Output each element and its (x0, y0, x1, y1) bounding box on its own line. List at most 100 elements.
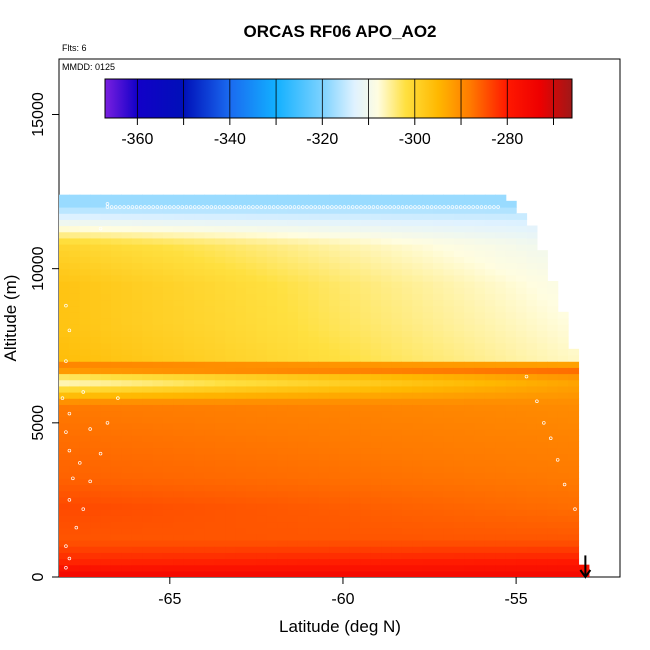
heatmap-cell (235, 496, 247, 504)
heatmap-cell (464, 435, 476, 442)
heatmap-cell (505, 540, 517, 547)
heatmap-cell (194, 558, 206, 566)
heatmap-cell (297, 546, 309, 553)
heatmap-cell (391, 225, 403, 233)
heatmap-cell (110, 540, 122, 547)
heatmap-cell (100, 274, 112, 282)
heatmap-cell (401, 367, 413, 375)
heatmap-cell (152, 503, 164, 510)
heatmap-cell (131, 213, 143, 220)
heatmap-cell (246, 367, 257, 375)
heatmap-cell (516, 509, 528, 516)
heatmap-cell (526, 385, 538, 393)
heatmap-cell (484, 540, 496, 547)
heatmap-cell (568, 435, 580, 442)
heatmap-cell (526, 546, 538, 553)
heatmap-cell (308, 250, 320, 257)
heatmap-cell (308, 244, 320, 251)
heatmap-cell (194, 540, 206, 547)
heatmap-cell (516, 342, 528, 350)
heatmap-cell (194, 546, 206, 553)
heatmap-cell (433, 453, 444, 461)
heatmap-cell (433, 392, 444, 399)
heatmap-cell (474, 496, 486, 504)
heatmap-cell (131, 250, 143, 257)
heatmap-cell (505, 503, 517, 510)
heatmap-cell (484, 262, 496, 270)
heatmap-cell (329, 361, 341, 368)
heatmap-cell (526, 379, 538, 387)
heatmap-cell (225, 287, 237, 294)
heatmap-cell (235, 422, 247, 430)
heatmap-cell (142, 373, 154, 381)
observation-point (88, 479, 92, 484)
heatmap-cell (204, 225, 216, 233)
observation-point (379, 205, 384, 209)
observation-point (151, 205, 155, 209)
heatmap-cell (339, 540, 351, 547)
observation-point (67, 411, 72, 416)
heatmap-cell (287, 496, 299, 504)
heatmap-cell (59, 490, 70, 498)
heatmap-cell (162, 429, 174, 436)
heatmap-cell (90, 348, 102, 356)
heatmap-cell (453, 564, 465, 572)
heatmap-cell (297, 268, 309, 276)
heatmap-cell (69, 422, 81, 430)
heatmap-cell (90, 546, 102, 553)
heatmap-cell (131, 478, 143, 486)
heatmap-cell (381, 466, 393, 473)
heatmap-cell (225, 324, 237, 331)
heatmap-cell (568, 478, 580, 486)
heatmap-cell (131, 429, 143, 436)
heatmap-cell (121, 200, 133, 208)
heatmap-cell (152, 422, 164, 430)
heatmap-cell (412, 318, 424, 325)
heatmap-cell (194, 429, 206, 436)
heatmap-cell (495, 472, 507, 479)
heatmap-cell (173, 472, 185, 479)
heatmap-cell (277, 268, 289, 276)
heatmap-cell (381, 213, 393, 220)
heatmap-cell (225, 318, 237, 325)
heatmap-cell (568, 447, 580, 455)
heatmap-cell (235, 262, 247, 270)
heatmap-cell (131, 299, 143, 307)
heatmap-cell (131, 200, 143, 208)
heatmap-cell (433, 200, 444, 208)
heatmap-cell (422, 429, 434, 436)
heatmap-cell (557, 558, 569, 566)
heatmap-cell (194, 422, 206, 430)
heatmap-cell (516, 274, 528, 282)
heatmap-cell (391, 422, 403, 430)
heatmap-cell (349, 533, 361, 541)
heatmap-cell (536, 410, 548, 418)
heatmap-cell (225, 213, 237, 220)
heatmap-cell (474, 459, 486, 467)
heatmap-cell (464, 324, 476, 331)
heatmap-cell (391, 268, 403, 276)
heatmap-cell (536, 250, 548, 257)
heatmap-cell (329, 262, 341, 270)
heatmap-cell (401, 564, 413, 572)
colorbar-tick-label: -320 (306, 131, 338, 148)
heatmap-cell (297, 219, 309, 227)
heatmap-cell (381, 231, 393, 239)
heatmap-cell (173, 398, 185, 405)
heatmap-cell (484, 274, 496, 282)
heatmap-cell (173, 231, 185, 239)
heatmap-cell (152, 379, 164, 387)
heatmap-cell (412, 540, 424, 547)
heatmap-cell (443, 540, 455, 547)
heatmap-cell (110, 478, 122, 486)
heatmap-cell (297, 385, 309, 393)
heatmap-cell (318, 459, 330, 467)
observation-point (238, 205, 243, 209)
heatmap-cell (516, 416, 528, 424)
heatmap-cell (318, 200, 330, 208)
heatmap-cell (110, 441, 122, 449)
heatmap-cell (453, 274, 465, 282)
observation-point (88, 427, 92, 431)
heatmap-cell (59, 256, 70, 264)
heatmap-cell (474, 546, 486, 553)
